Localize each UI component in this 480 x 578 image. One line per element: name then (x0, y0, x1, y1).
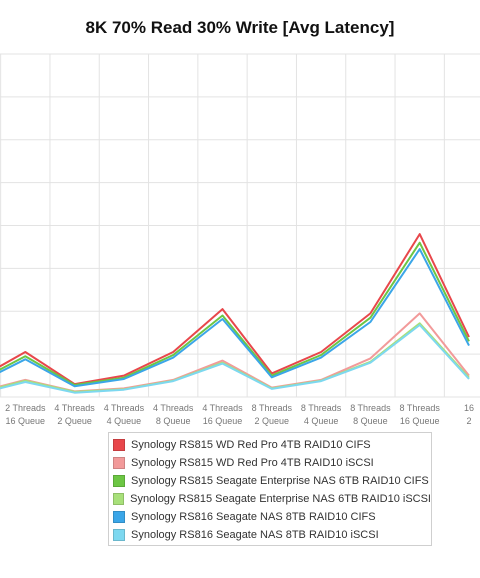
legend-label: Synology RS815 Seagate Enterprise NAS 6T… (130, 493, 431, 505)
x-tick-label: 8 Threads (350, 403, 391, 413)
legend-item[interactable]: Synology RS816 Seagate NAS 8TB RAID10 CI… (113, 508, 431, 526)
legend-swatch (113, 493, 125, 505)
legend-item[interactable]: Synology RS815 WD Red Pro 4TB RAID10 CIF… (113, 436, 431, 454)
legend-swatch (113, 529, 125, 541)
legend-label: Synology RS816 Seagate NAS 8TB RAID10 iS… (131, 529, 379, 541)
x-tick-label: 2 (466, 416, 471, 426)
chart-title: 8K 70% Read 30% Write [Avg Latency] (85, 18, 395, 37)
grid (0, 53, 480, 398)
legend-swatch (113, 457, 125, 469)
legend-label: Synology RS815 WD Red Pro 4TB RAID10 iSC… (131, 457, 374, 469)
legend-item[interactable]: Synology RS815 Seagate Enterprise NAS 6T… (113, 472, 431, 490)
x-tick-label: 4 Queue (107, 416, 142, 426)
series-line-1 (0, 233, 470, 386)
series-lines (0, 233, 470, 394)
x-tick-label: 8 Threads (252, 403, 293, 413)
x-tick-label: 2 Queue (57, 416, 92, 426)
legend-swatch (113, 511, 125, 523)
legend-item[interactable]: Synology RS816 Seagate NAS 8TB RAID10 iS… (113, 526, 431, 544)
x-tick-label: 2 Queue (255, 416, 290, 426)
x-tick-label: 4 Threads (153, 403, 194, 413)
legend-swatch (113, 439, 125, 451)
x-tick-label: 16 Queue (6, 416, 46, 426)
legend-item[interactable]: Synology RS815 WD Red Pro 4TB RAID10 iSC… (113, 454, 431, 472)
x-tick-label: 16 Queue (203, 416, 243, 426)
x-tick-label: 8 Threads (400, 403, 441, 413)
x-tick-label: 4 Threads (104, 403, 145, 413)
series-line-5 (0, 248, 470, 388)
x-tick-label: 4 Queue (304, 416, 339, 426)
x-tick-label: 8 Queue (353, 416, 388, 426)
legend-label: Synology RS815 WD Red Pro 4TB RAID10 CIF… (131, 439, 371, 451)
series-line-6 (0, 324, 470, 394)
x-tick-label: 16 (464, 403, 474, 413)
series-line-3 (0, 241, 470, 386)
legend-label: Synology RS816 Seagate NAS 8TB RAID10 CI… (131, 511, 376, 523)
legend-item[interactable]: Synology RS815 Seagate Enterprise NAS 6T… (113, 490, 431, 508)
x-tick-label: 2 Threads (5, 403, 46, 413)
x-tick-label: 8 Queue (156, 416, 191, 426)
x-tick-label: 4 Threads (54, 403, 95, 413)
legend-label: Synology RS815 Seagate Enterprise NAS 6T… (131, 475, 429, 487)
x-tick-label: 4 Threads (202, 403, 243, 413)
x-tick-label: 16 Queue (400, 416, 440, 426)
legend: Synology RS815 WD Red Pro 4TB RAID10 CIF… (108, 432, 432, 546)
legend-swatch (113, 475, 125, 487)
x-tick-label: 8 Threads (301, 403, 342, 413)
